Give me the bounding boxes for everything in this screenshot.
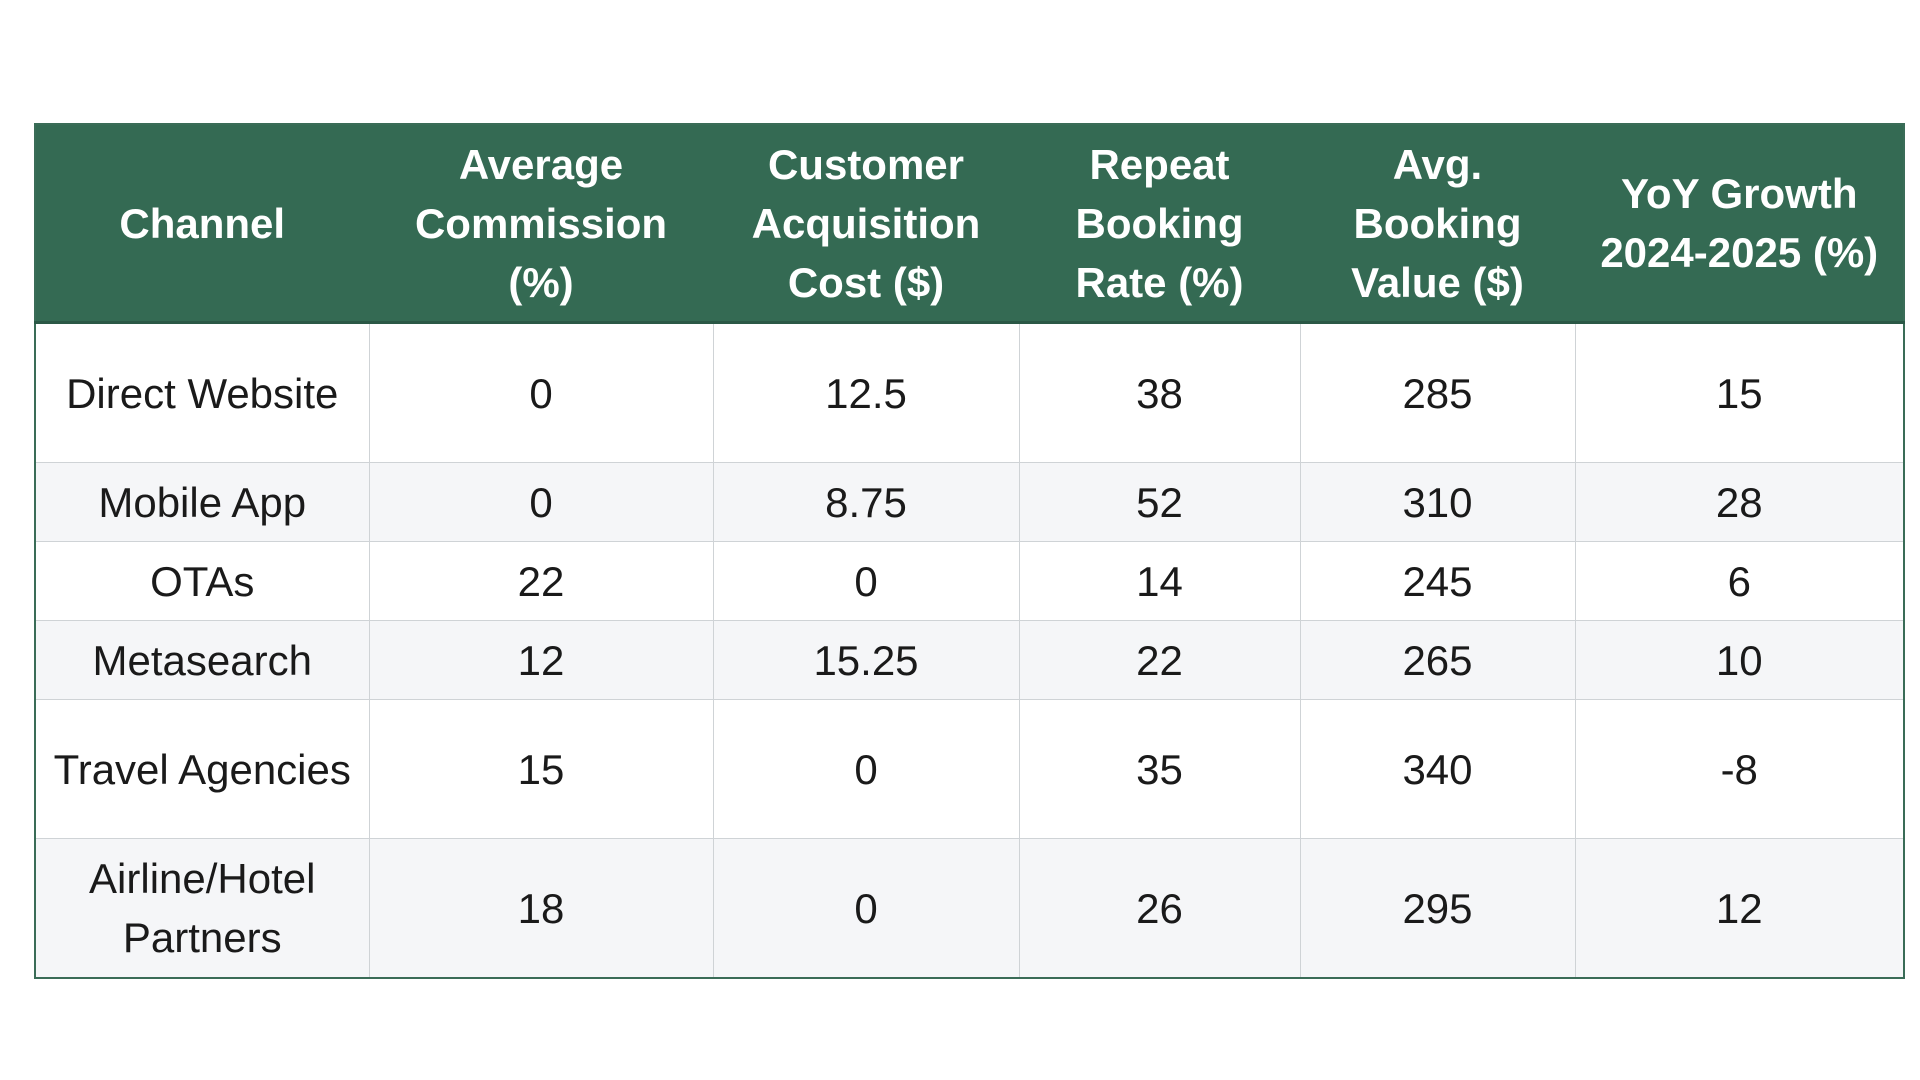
table-cell-channel: Direct Website [35, 322, 370, 463]
table-row: Mobile App 0 8.75 52 310 28 [35, 462, 1904, 542]
table-cell: 10 [1575, 620, 1904, 700]
header-cell-channel: Channel [35, 124, 370, 324]
table-cell-channel: Mobile App [35, 462, 370, 542]
table-cell: 0 [713, 699, 1020, 839]
channel-metrics-table: Channel Average Commission (%) Customer … [34, 123, 1905, 979]
table-cell: 15 [1575, 322, 1904, 463]
table-cell: 15 [369, 699, 714, 839]
table-cell: 15.25 [713, 620, 1020, 700]
table-cell: 8.75 [713, 462, 1020, 542]
table-body: Direct Website 0 12.5 38 285 15 Mobile A… [35, 322, 1904, 978]
table-cell: 35 [1019, 699, 1301, 839]
table-row: Travel Agencies 15 0 35 340 -8 [35, 699, 1904, 839]
table-cell: 0 [369, 462, 714, 542]
header-cell-customer-acquisition-cost: Customer Acquisition Cost ($) [713, 124, 1020, 324]
table-cell: 285 [1300, 322, 1576, 463]
table-cell: 0 [369, 322, 714, 463]
table-cell: 310 [1300, 462, 1576, 542]
table-cell: 295 [1300, 838, 1576, 978]
table-cell: 28 [1575, 462, 1904, 542]
table-cell: 0 [713, 838, 1020, 978]
table-cell: 340 [1300, 699, 1576, 839]
table-cell-channel: Metasearch [35, 620, 370, 700]
table-cell: 245 [1300, 541, 1576, 621]
table-row: Metasearch 12 15.25 22 265 10 [35, 620, 1904, 700]
header-row: Channel Average Commission (%) Customer … [35, 124, 1904, 324]
table-cell: 12.5 [713, 322, 1020, 463]
table-cell: 6 [1575, 541, 1904, 621]
table-cell: 52 [1019, 462, 1301, 542]
table-cell: 38 [1019, 322, 1301, 463]
table-cell: 22 [1019, 620, 1301, 700]
table-cell: 0 [713, 541, 1020, 621]
header-cell-yoy-growth: YoY Growth 2024-2025 (%) [1575, 124, 1904, 324]
header-cell-average-commission: Average Commission (%) [369, 124, 714, 324]
table-cell: 18 [369, 838, 714, 978]
table-header: Channel Average Commission (%) Customer … [35, 124, 1904, 324]
table-row: OTAs 22 0 14 245 6 [35, 541, 1904, 621]
header-cell-avg-booking-value: Avg. Booking Value ($) [1300, 124, 1576, 324]
data-table-container: Channel Average Commission (%) Customer … [34, 123, 1905, 979]
table-cell: 22 [369, 541, 714, 621]
table-cell-channel: Travel Agencies [35, 699, 370, 839]
table-cell-channel: OTAs [35, 541, 370, 621]
table-cell-channel: Airline/Hotel Partners [35, 838, 370, 978]
table-cell: 14 [1019, 541, 1301, 621]
table-row: Direct Website 0 12.5 38 285 15 [35, 322, 1904, 463]
table-cell: 12 [369, 620, 714, 700]
header-cell-repeat-booking-rate: Repeat Booking Rate (%) [1019, 124, 1301, 324]
table-cell: -8 [1575, 699, 1904, 839]
table-cell: 26 [1019, 838, 1301, 978]
table-cell: 12 [1575, 838, 1904, 978]
table-row: Airline/Hotel Partners 18 0 26 295 12 [35, 838, 1904, 978]
table-cell: 265 [1300, 620, 1576, 700]
